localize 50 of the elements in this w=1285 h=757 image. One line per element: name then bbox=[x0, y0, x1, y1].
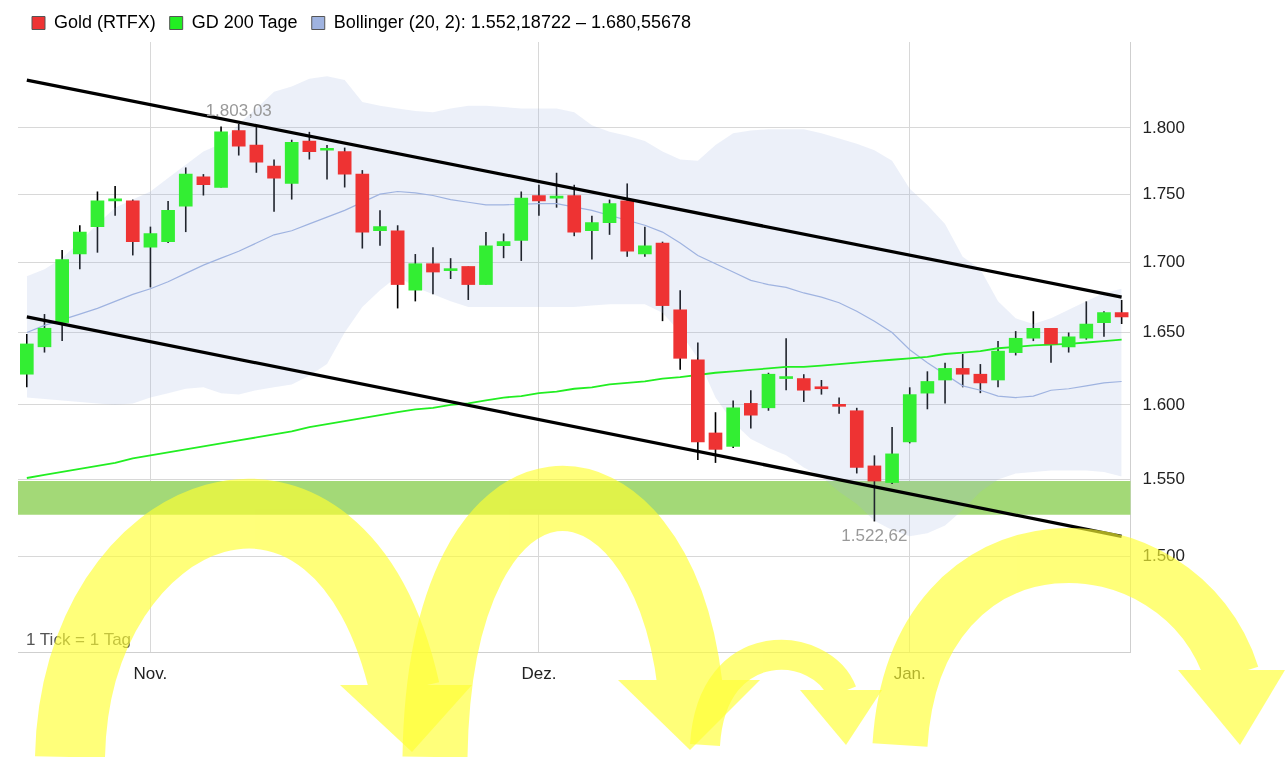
candlestick bbox=[461, 265, 476, 301]
candlestick bbox=[549, 171, 564, 209]
candlestick bbox=[973, 363, 988, 394]
candlestick bbox=[196, 173, 211, 197]
candlestick bbox=[1044, 327, 1058, 364]
legend-label: Bollinger (20, 2): 1.552,18722 – 1.680,55678 bbox=[333, 11, 692, 32]
candlestick bbox=[337, 146, 352, 189]
candlestick bbox=[443, 257, 458, 280]
candlestick bbox=[779, 337, 793, 392]
candlestick bbox=[302, 131, 317, 161]
candlestick bbox=[143, 225, 158, 289]
candlestick bbox=[1061, 331, 1076, 354]
candlestick bbox=[1097, 310, 1111, 338]
candlestick bbox=[585, 214, 599, 261]
y-tick-label: 1.800 bbox=[1142, 117, 1186, 137]
y-tick-label: 1.700 bbox=[1142, 252, 1186, 272]
candlestick bbox=[496, 232, 511, 259]
candlestick bbox=[867, 454, 882, 523]
candlestick bbox=[602, 198, 617, 236]
y-tick-label: 1.600 bbox=[1142, 394, 1186, 414]
candlestick bbox=[638, 225, 652, 258]
y-tick-label: 1.650 bbox=[1142, 322, 1186, 342]
x-tick-label: Nov. bbox=[133, 664, 168, 684]
y-tick-label: 1.750 bbox=[1142, 183, 1186, 203]
candlestick bbox=[1026, 310, 1041, 342]
candlestick bbox=[1114, 299, 1129, 325]
candlestick bbox=[1079, 300, 1094, 341]
legend-label: GD 200 Tage bbox=[191, 11, 298, 32]
candlestick bbox=[249, 125, 264, 174]
candlestick bbox=[938, 361, 952, 405]
candlestick bbox=[708, 411, 723, 464]
annotation: 1.522,62 bbox=[841, 525, 908, 545]
candlestick bbox=[832, 396, 846, 415]
y-tick-label: 1.550 bbox=[1142, 469, 1186, 489]
candlestick bbox=[532, 183, 546, 217]
x-tick-label: Dez. bbox=[521, 664, 557, 684]
candlestick bbox=[72, 224, 87, 271]
candlestick bbox=[320, 144, 334, 181]
candlestick bbox=[267, 158, 281, 213]
candlestick bbox=[373, 209, 387, 247]
candlestick bbox=[920, 370, 935, 411]
candlestick bbox=[955, 353, 970, 389]
candlestick bbox=[426, 246, 440, 296]
candlestick bbox=[743, 389, 758, 430]
candlestick bbox=[1008, 330, 1023, 357]
candlestick bbox=[796, 373, 811, 403]
candlestick bbox=[231, 123, 246, 157]
x-tick-label: Jan. bbox=[893, 664, 926, 684]
annotation: 1.803,03 bbox=[205, 101, 272, 121]
legend-label: Gold (RTFX) bbox=[54, 11, 156, 32]
